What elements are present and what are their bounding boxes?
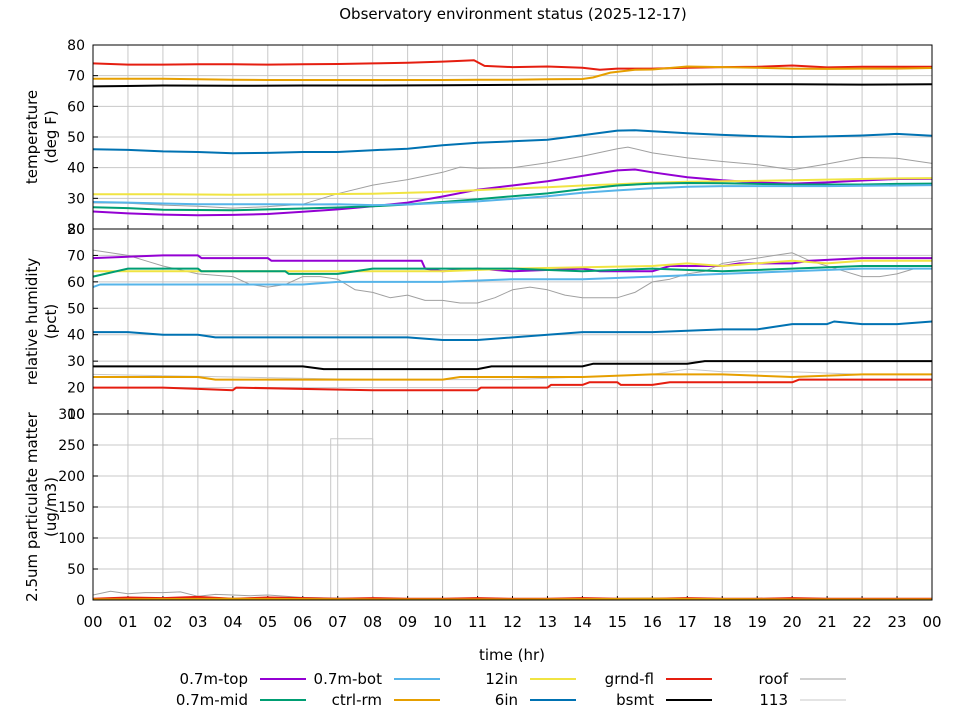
x-tick-label: 18 xyxy=(713,613,732,631)
legend-label: bsmt xyxy=(616,691,654,709)
legend-item-grnd: grnd-fl xyxy=(605,670,712,688)
series-line-in12 xyxy=(93,177,933,196)
y-tick-label: 80 xyxy=(67,222,85,238)
y-tick-label: 30 xyxy=(67,191,85,207)
plot-frame xyxy=(92,413,933,601)
legend: 0.7m-top 0.7m-mid 0.7m-bot ctrl-rm 12in 6in gr… xyxy=(176,670,846,709)
legend-item-in12: 12in xyxy=(485,670,576,688)
legend-label: grnd-fl xyxy=(605,670,654,688)
series-line-bsmt xyxy=(92,83,933,88)
series-line-s113 xyxy=(92,368,932,381)
legend-item-in6: 6in xyxy=(495,691,576,709)
legend-item-bsmt: bsmt xyxy=(616,691,712,709)
legend-item-mid: 0.7m-mid xyxy=(176,691,306,709)
series-line-roof xyxy=(92,146,933,209)
legend-label: 12in xyxy=(485,670,518,688)
legend-item-s113: 113 xyxy=(759,691,846,709)
legend-label: 0.7m-top xyxy=(180,670,248,688)
series-line-in12 xyxy=(93,259,932,273)
panel-2: 10 20 30 40 50 60 70 80 relative humidity(pct) xyxy=(23,222,933,423)
legend-item-top: 0.7m-top xyxy=(180,670,306,688)
x-tick-label: 00 xyxy=(922,613,941,631)
series-line-bot xyxy=(92,267,932,289)
x-tick-label: 10 xyxy=(433,613,452,631)
x-tick-label: 13 xyxy=(538,613,557,631)
x-tick-label: 15 xyxy=(608,613,627,631)
x-tick-label: 03 xyxy=(188,613,207,631)
x-tick-label: 17 xyxy=(678,613,697,631)
legend-item-ctrl: ctrl-rm xyxy=(332,691,440,709)
series-line-in6 xyxy=(93,320,933,341)
y-tick-label: 150 xyxy=(58,500,85,516)
y-tick-label: 30 xyxy=(67,354,85,370)
x-tick-label: 16 xyxy=(643,613,662,631)
series-line-in6 xyxy=(92,129,933,155)
series-line-mid xyxy=(92,265,932,278)
y-tick-label: 20 xyxy=(67,222,85,238)
series-line-bsmt xyxy=(93,360,932,371)
x-tick-label: 05 xyxy=(258,613,277,631)
y-tick-label: 20 xyxy=(67,381,85,397)
series-line-ctrl xyxy=(93,65,933,81)
y-axis-label: 2.5um particulate matter(ug/m3) xyxy=(23,411,60,601)
series-line-ctrl xyxy=(93,373,932,381)
series-line-grnd xyxy=(92,59,932,71)
x-tick-label: 07 xyxy=(328,613,347,631)
x-tick-label: 21 xyxy=(818,613,837,631)
y-tick-label: 60 xyxy=(67,99,85,115)
y-tick-label: 300 xyxy=(58,407,85,423)
y-tick-label: 50 xyxy=(67,562,85,578)
x-tick-label: 22 xyxy=(853,613,872,631)
series-line-bot xyxy=(92,184,933,207)
legend-label: 0.7m-bot xyxy=(314,670,383,688)
y-tick-label: 200 xyxy=(58,469,85,485)
x-tick-label: 20 xyxy=(783,613,802,631)
plot-panels: 20 30 40 50 60 70 80 temperature(deg F) 10 20 30 40… xyxy=(23,38,933,609)
legend-label: 113 xyxy=(759,691,788,709)
series-line-roof xyxy=(92,249,932,304)
x-tick-label: 08 xyxy=(363,613,382,631)
x-axis-tick-labels: 00 01 02 03 04 05 06 07 08 09 10 11 12 13 14 15 16 17 18 19… xyxy=(83,613,941,631)
y-axis-label: relative humidity(pct) xyxy=(23,258,60,386)
x-tick-label: 23 xyxy=(887,613,906,631)
x-tick-label: 19 xyxy=(748,613,767,631)
chart-title: Observatory environment status (2025-12-… xyxy=(339,5,687,23)
series-line-mid xyxy=(92,182,933,212)
series-line-ctrl xyxy=(92,597,932,601)
x-tick-label: 12 xyxy=(503,613,522,631)
y-tick-label: 70 xyxy=(67,248,85,264)
y-tick-label: 40 xyxy=(67,328,85,344)
series-line-grnd xyxy=(93,378,932,392)
x-tick-label: 04 xyxy=(223,613,242,631)
legend-label: roof xyxy=(759,670,789,688)
y-tick-label: 60 xyxy=(67,275,85,291)
legend-label: ctrl-rm xyxy=(332,691,382,709)
y-tick-label: 70 xyxy=(67,69,85,85)
x-tick-label: 01 xyxy=(118,613,137,631)
y-axis-label: temperature(deg F) xyxy=(23,90,60,184)
x-tick-label: 02 xyxy=(153,613,172,631)
x-tick-label: 06 xyxy=(293,613,312,631)
legend-item-roof: roof xyxy=(759,670,846,688)
y-tick-label: 0 xyxy=(76,593,85,609)
x-tick-label: 11 xyxy=(468,613,487,631)
y-tick-label: 80 xyxy=(67,38,85,54)
y-tick-label: 100 xyxy=(58,531,85,547)
x-axis-label: time (hr) xyxy=(479,646,545,664)
legend-item-bot: 0.7m-bot xyxy=(314,670,440,688)
legend-label: 6in xyxy=(495,691,518,709)
x-tick-label: 09 xyxy=(398,613,417,631)
x-tick-label: 14 xyxy=(573,613,592,631)
legend-label: 0.7m-mid xyxy=(176,691,248,709)
y-tick-label: 250 xyxy=(58,438,85,454)
y-tick-label: 50 xyxy=(67,301,85,317)
y-tick-label: 40 xyxy=(67,161,85,177)
x-tick-label: 00 xyxy=(83,613,102,631)
y-tick-label: 50 xyxy=(67,130,85,146)
y-tick-label: 10 xyxy=(67,407,85,423)
panel-1: 20 30 40 50 60 70 80 temperature(deg F) xyxy=(23,38,933,238)
